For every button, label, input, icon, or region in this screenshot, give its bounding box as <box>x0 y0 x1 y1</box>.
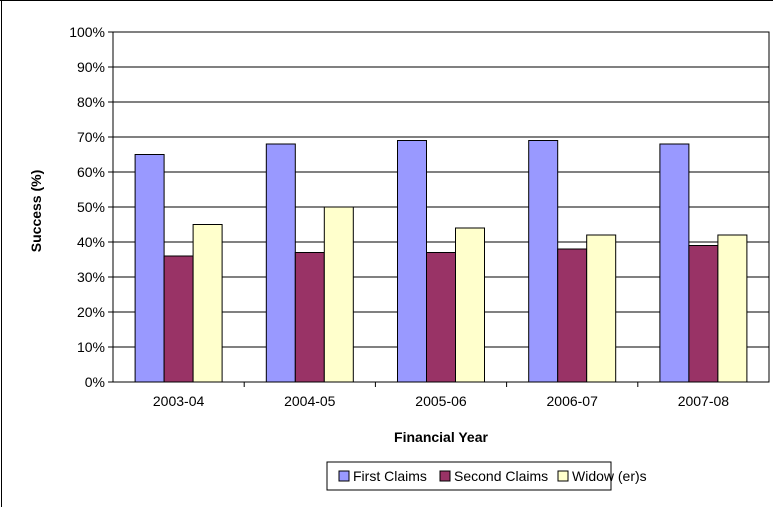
y-tick-label: 90% <box>77 59 105 75</box>
legend-entry-label: First Claims <box>353 468 427 484</box>
plot-area-border <box>112 31 770 383</box>
y-tick-label: 40% <box>77 234 105 250</box>
y-axis-title: Success (%) <box>28 170 44 252</box>
y-tick-label: 10% <box>77 339 105 355</box>
legend: First Claims Second Claims Widow (er)s <box>326 461 647 491</box>
bars <box>134 140 748 383</box>
legend-entry-label: Widow (er)s <box>572 468 647 484</box>
legend-entry-label: Second Claims <box>454 468 548 484</box>
y-tick-label: 50% <box>77 199 105 215</box>
bar-widow-er-s-2007-08 <box>717 234 748 383</box>
y-tick-label: 60% <box>77 164 105 180</box>
bar-first-claims-2003-04 <box>134 154 165 383</box>
bar-second-claims-2003-04 <box>163 255 194 383</box>
y-tick-label: 100% <box>69 24 105 40</box>
bar-second-claims-2006-07 <box>557 248 588 383</box>
y-tick-label: 70% <box>77 129 105 145</box>
bar-first-claims-2006-07 <box>528 140 559 383</box>
legend-swatch <box>439 470 451 482</box>
bar-widow-er-s-2006-07 <box>586 234 617 383</box>
y-tick-labels: 0% 10% 20% 30% 40% 50% 60% 70% 80% 90% 100% <box>69 24 105 390</box>
bar-first-claims-2004-05 <box>265 143 296 383</box>
bar-second-claims-2004-05 <box>294 252 325 383</box>
bar-second-claims-2005-06 <box>426 252 456 383</box>
y-tick-label: 20% <box>77 304 105 320</box>
x-tick-label: 2003-04 <box>153 393 205 409</box>
x-tick-label: 2004-05 <box>284 393 336 409</box>
legend-swatch <box>338 470 350 482</box>
y-tick-label: 80% <box>77 94 105 110</box>
bar-widow-er-s-2005-06 <box>455 227 485 383</box>
legend-swatch <box>557 470 569 482</box>
x-tick-label: 2006-07 <box>547 393 599 409</box>
x-tick-labels: 2003-04 2004-05 2005-06 2006-07 2007-08 <box>153 393 729 409</box>
x-tick-label: 2007-08 <box>678 393 730 409</box>
y-tick-label: 0% <box>85 374 105 390</box>
x-axis-title: Financial Year <box>394 429 488 445</box>
axes <box>112 31 770 383</box>
x-tick-label: 2005-06 <box>415 393 467 409</box>
bar-widow-er-s-2003-04 <box>192 224 223 383</box>
y-tick-label: 30% <box>77 269 105 285</box>
bar-first-claims-2007-08 <box>659 143 690 383</box>
bar-second-claims-2007-08 <box>688 245 719 383</box>
bar-first-claims-2005-06 <box>397 140 427 383</box>
bar-widow-er-s-2004-05 <box>323 206 354 383</box>
